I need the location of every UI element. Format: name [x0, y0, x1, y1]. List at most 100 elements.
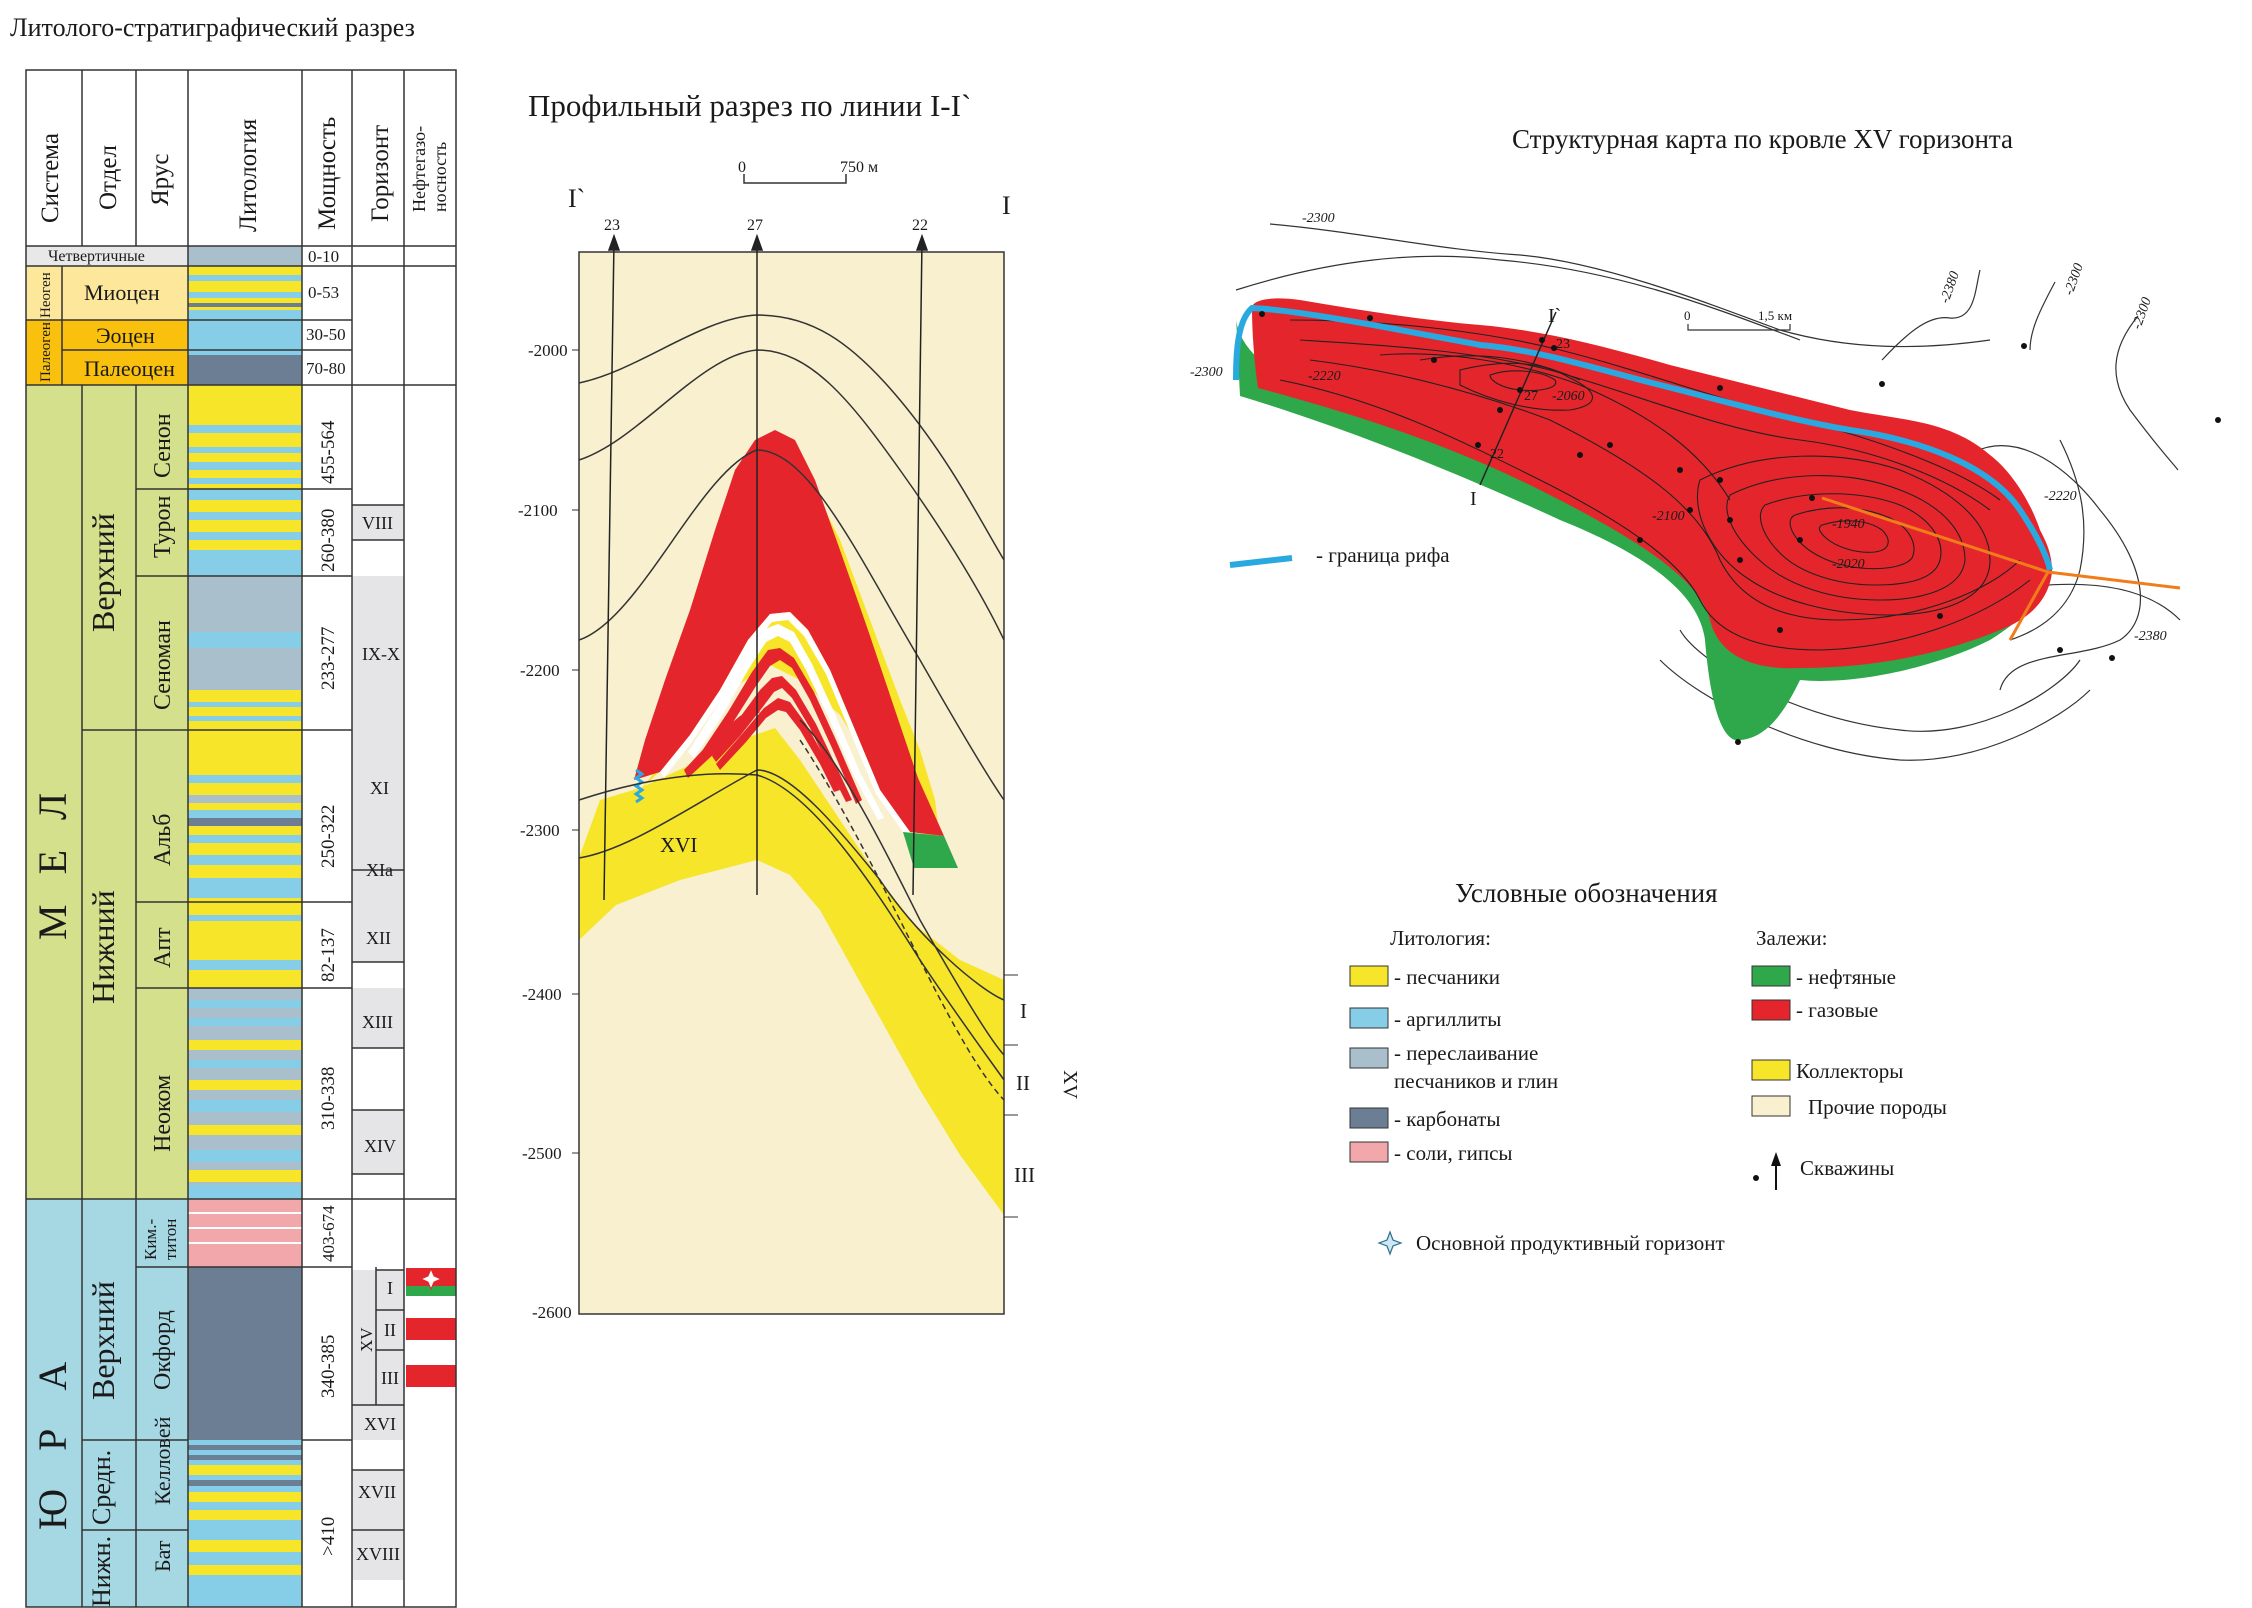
- svg-text:- газовые: - газовые: [1796, 998, 1878, 1022]
- svg-text:1,5 км: 1,5 км: [1758, 308, 1792, 323]
- reef-boundary: [1233, 304, 2053, 571]
- map-inner-contours: [1279, 319, 2031, 651]
- svg-text:70-80: 70-80: [306, 359, 346, 378]
- map-line-end: I: [1470, 488, 1477, 510]
- legend-interbed-swatch: [1349, 1047, 1389, 1069]
- structural-map: Структурная карта по кровле XV горизонта: [1190, 124, 2221, 761]
- header-series: Отдел: [95, 145, 122, 210]
- profile-depth-axis: -2000 -2100 -2200 -2300 -2400 -2500 -260…: [518, 341, 579, 1322]
- header-oilgas-1: Нефтегазо-: [409, 126, 429, 212]
- header-system: Система: [37, 133, 64, 223]
- neogene-label: Неоген: [38, 272, 54, 318]
- kim-label-1: Ким.-: [141, 1219, 160, 1260]
- svg-text:Основной продуктивный горизонт: Основной продуктивный горизонт: [1416, 1231, 1725, 1255]
- quaternary-label: Четвертичные: [48, 248, 145, 265]
- neogene-cell: [26, 266, 62, 320]
- svg-text:песчаников и глин: песчаников и глин: [1394, 1069, 1558, 1093]
- svg-text:-2220: -2220: [2044, 489, 2077, 504]
- svg-text:XV: XV: [1059, 1070, 1081, 1099]
- legend-salt-swatch: [1349, 1141, 1389, 1163]
- svg-text:-2400: -2400: [522, 985, 562, 1004]
- svg-text:-2300: -2300: [2062, 262, 2087, 298]
- miocene-label: Миоцен: [84, 280, 160, 305]
- svg-text:- песчаники: - песчаники: [1394, 965, 1500, 989]
- svg-text:XVIII: XVIII: [356, 1544, 400, 1564]
- svg-text:- аргиллиты: - аргиллиты: [1394, 1007, 1501, 1031]
- main-horizon-star-icon: [419, 1267, 443, 1291]
- svg-text:XV: XV: [357, 1327, 376, 1352]
- svg-text:- переслаивание: - переслаивание: [1394, 1041, 1538, 1065]
- svg-text:- нефтяные: - нефтяные: [1796, 965, 1896, 989]
- svg-text:-2380: -2380: [2134, 629, 2167, 644]
- oil-deposit-profile: [903, 832, 958, 868]
- svg-text:-2500: -2500: [522, 1144, 562, 1163]
- svg-text:-2200: -2200: [520, 661, 560, 680]
- strat-title: Литолого-стратиграфический разрез: [10, 13, 415, 42]
- svg-text:340-385: 340-385: [318, 1335, 339, 1398]
- legend-deposit-header: Залежи:: [1756, 926, 1827, 950]
- svg-text:-2020: -2020: [1832, 557, 1865, 572]
- profile-scale-bar: 0 750 м: [738, 159, 878, 184]
- svg-text:750 м: 750 м: [840, 159, 878, 176]
- profile-end-right: I: [1002, 191, 1011, 220]
- svg-text:403-674: 403-674: [319, 1205, 338, 1262]
- svg-text:-2380: -2380: [1938, 270, 1963, 306]
- eocene-label: Эоцен: [96, 323, 155, 348]
- legend-carbonate-swatch: [1349, 1107, 1389, 1129]
- svg-text:>410: >410: [318, 1517, 339, 1556]
- map-contour-labels: -2300 -2300 -2380 -2300 -2300 -2220 -206…: [1190, 211, 2167, 644]
- miocene-cell: [62, 266, 188, 320]
- header-thickness: Мощность: [314, 117, 341, 230]
- callov-label: Келловей: [150, 1416, 175, 1505]
- svg-text:XVII: XVII: [358, 1482, 396, 1502]
- header-lithology: Литология: [235, 118, 262, 232]
- svg-text:-2220: -2220: [1308, 369, 1341, 384]
- profile-lines: [578, 251, 1005, 1315]
- kim-label-2: титон: [161, 1219, 180, 1260]
- svg-text:- соли, гипсы: - соли, гипсы: [1394, 1141, 1513, 1165]
- reef-legend-label: - граница рифа: [1316, 543, 1450, 567]
- svg-text:-2060: -2060: [1552, 389, 1585, 404]
- map-title: Структурная карта по кровле XV горизонта: [1512, 124, 2013, 154]
- sandstone-body: [579, 728, 1004, 1215]
- map-wells: [1259, 311, 2221, 745]
- profile-section: Профильный разрез по линии I-I` 0 750 м: [518, 88, 1081, 1322]
- svg-text:-2300: -2300: [2130, 296, 2155, 332]
- profile-horizon-xvi: XVI: [660, 833, 697, 857]
- svg-text:22: 22: [1490, 447, 1504, 462]
- profile-well-23: 23: [604, 217, 620, 234]
- paleogene-label: Палеоген: [38, 322, 54, 382]
- svg-text:-2100: -2100: [1652, 509, 1685, 524]
- legend-sandstone-swatch: [1349, 965, 1389, 987]
- svg-text:III: III: [381, 1368, 399, 1388]
- paleocene-label: Палеоцен: [84, 356, 175, 381]
- svg-text:310-338: 310-338: [318, 1067, 339, 1130]
- svg-text:0: 0: [738, 159, 746, 176]
- svg-text:XII: XII: [366, 928, 391, 948]
- profile-wells: [603, 233, 929, 901]
- lower-jura-label: Нижн.: [87, 1536, 116, 1607]
- alb-label: Альб: [150, 814, 176, 866]
- horizon-labels: VIII IX-X XI XIa XII XIII XIV I II III X…: [356, 513, 400, 1564]
- legend-lith-header: Литология:: [1390, 926, 1491, 950]
- bat-label: Бат: [150, 1540, 175, 1572]
- svg-text:-2300: -2300: [520, 821, 560, 840]
- profile-well-27: 27: [747, 217, 763, 234]
- gas-deposit-map: [1252, 298, 2052, 669]
- profile-well-22: 22: [912, 217, 928, 234]
- reef-legend-line: [1229, 555, 1293, 568]
- header-stage: Ярус: [147, 154, 174, 206]
- svg-text:XVI: XVI: [364, 1414, 396, 1434]
- cretaceous-stage-cells: [136, 385, 188, 1199]
- svg-text:Скважины: Скважины: [1800, 1156, 1894, 1180]
- svg-text:Прочие породы: Прочие породы: [1808, 1095, 1947, 1119]
- legend-other-swatch: [1751, 1095, 1791, 1117]
- apt-label: Апт: [150, 927, 176, 968]
- profile-end-left: I`: [568, 184, 585, 213]
- strat-header: Система Отдел Ярус Литология Мощность Го…: [37, 117, 450, 232]
- senon-label: Сенон: [150, 413, 176, 478]
- svg-text:I: I: [1020, 999, 1027, 1023]
- map-scale-bar: 0 1,5 км: [1684, 308, 1792, 331]
- strat-grid: [25, 69, 457, 1608]
